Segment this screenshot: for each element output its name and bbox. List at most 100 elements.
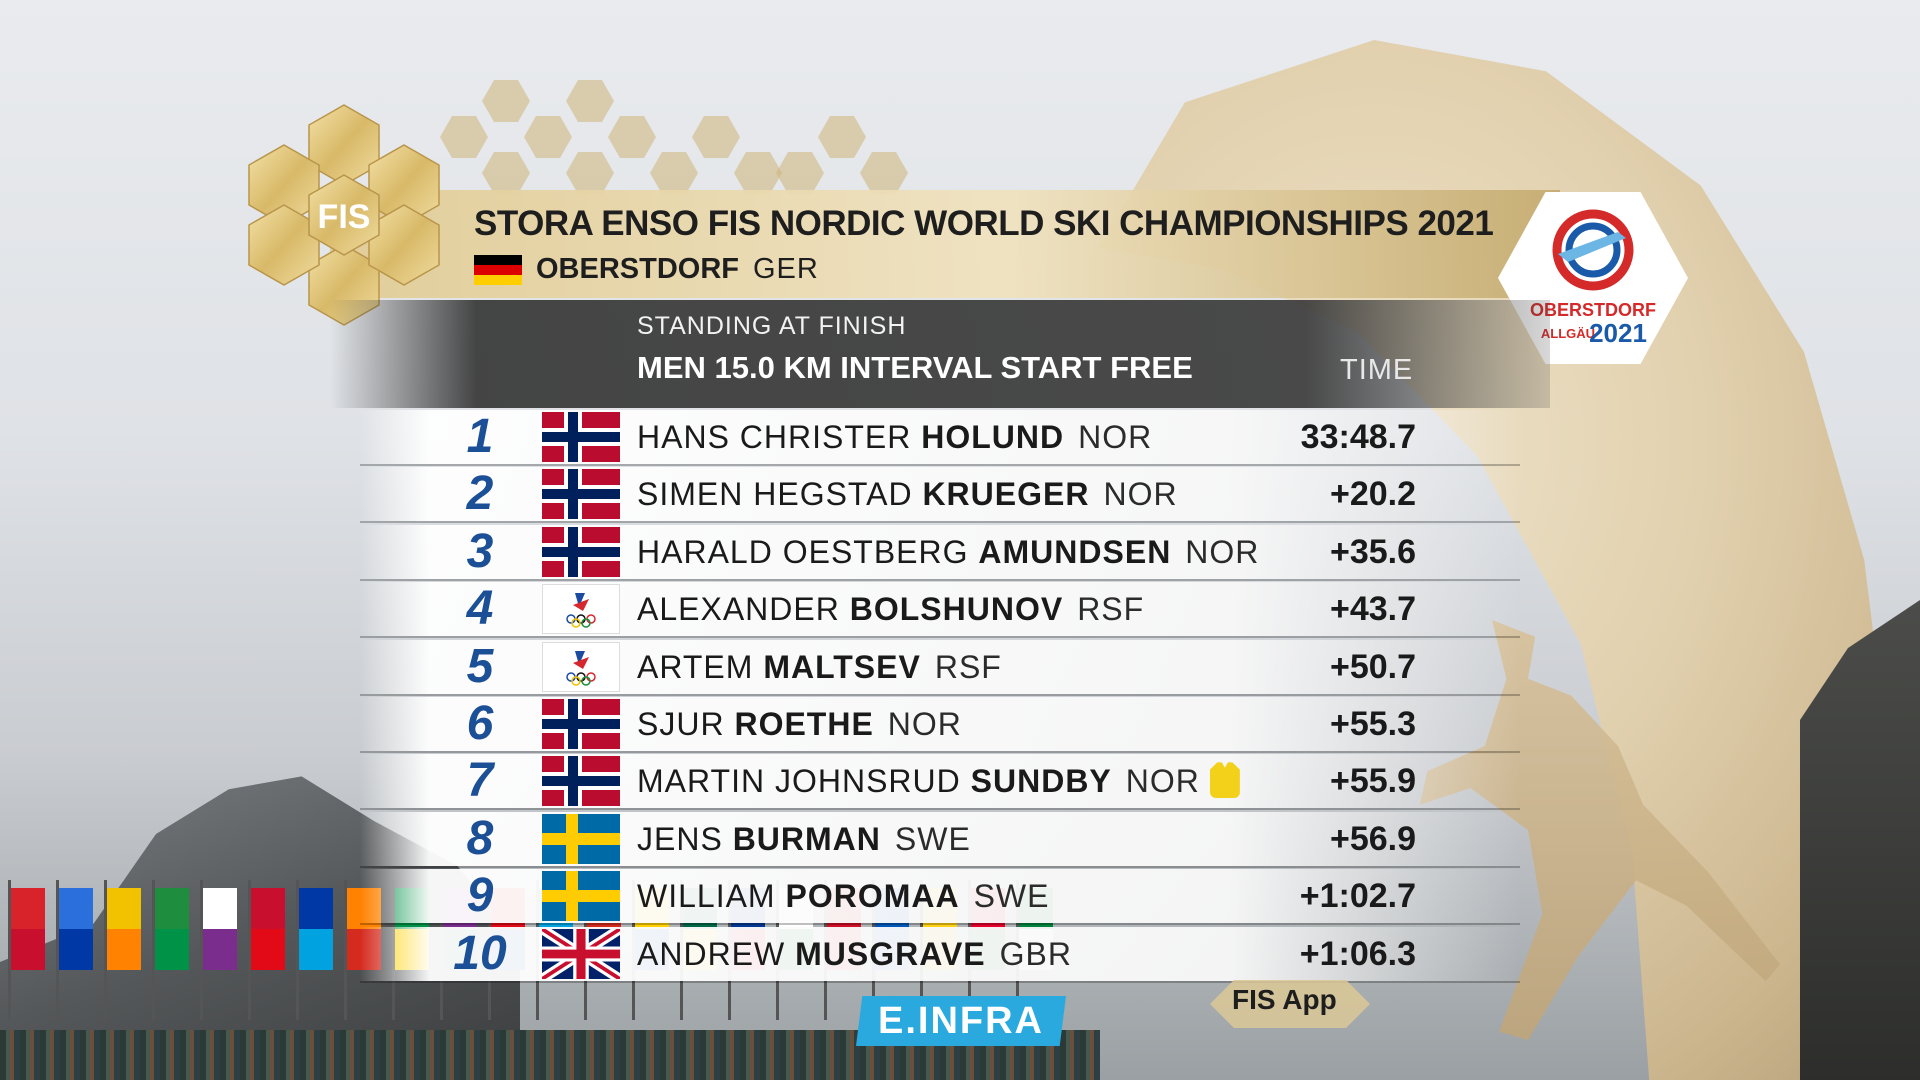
athlete-first-name: HANS CHRISTER [637,419,922,455]
athlete-nation: RSF [934,648,1002,685]
rank-number: 5 [466,639,494,693]
athlete-first-name: SJUR [637,706,735,742]
athlete-flag [542,813,620,864]
honeycomb-cell [608,116,656,158]
norway-flag-icon [542,412,620,462]
sweden-flag-icon [542,813,620,864]
rank-number: 1 [466,410,494,463]
flag-pole [248,880,251,1020]
rsf-flag-icon [542,584,620,635]
event-logo-graphic: OBERSTDORF ALLGÄU 2021 [1530,209,1656,348]
athlete-last-name: MUSGRAVE [795,935,986,972]
flag-pole [8,880,11,1020]
athlete-flag [542,928,620,979]
honeycomb-cell [650,152,698,194]
rank-number: 3 [466,524,494,578]
finish-time: +55.9 [1329,762,1416,801]
honeycomb-cell [524,116,572,158]
athlete-nation: NOR [1103,476,1178,513]
athlete-name: HANS CHRISTER HOLUND NOR [637,410,1152,464]
flag-pole [200,880,203,1020]
finish-time: 33:48.7 [1300,418,1416,456]
time-column-header: TIME [1340,354,1414,386]
athlete-last-name: KRUEGER [922,476,1090,513]
nation-flag [59,888,93,970]
uk-flag-icon [542,928,620,979]
athlete-last-name: SUNDBY [970,763,1112,800]
athlete-flag [542,871,620,922]
flag-pole [344,880,347,1020]
honeycomb-cell [860,152,908,194]
athlete-last-name: ROETHE [734,706,874,742]
athlete-first-name: MARTIN JOHNSRUD [637,763,971,800]
norway-flag-icon [542,469,620,520]
rank-number: 7 [466,754,494,808]
athlete-name: SJUR ROETHE NOR [637,697,962,751]
location-row: OBERSTDORF GER [474,253,819,286]
athlete-name: MARTIN JOHNSRUD SUNDBY NOR [637,754,1240,808]
athlete-first-name: JENS [637,820,733,857]
athlete-last-name: BURMAN [732,820,881,857]
athlete-nation: GBR [999,935,1072,972]
norway-flag-icon [542,756,620,807]
honeycomb-cell [482,152,530,194]
athlete-nation: NOR [1078,419,1153,455]
sponsor-logo: E.INFRA [856,996,1066,1046]
germany-flag-icon [474,254,522,285]
athlete-name: SIMEN HEGSTAD KRUEGER NOR [637,467,1178,521]
athlete-nation: NOR [1185,533,1260,570]
athlete-nation: SWE [973,878,1050,915]
sweden-flag-icon [542,871,620,922]
flag-pole [152,880,155,1020]
honeycomb-cell [692,116,740,158]
rank-number: 2 [466,467,494,521]
honeycomb-cell [776,152,824,194]
athlete-first-name: WILLIAM [637,878,786,915]
page-title: STORA ENSO FIS NORDIC WORLD SKI CHAMPION… [474,204,1494,243]
fis-app-badge [1210,980,1370,1028]
rank-number: 4 [466,582,494,636]
athlete-name: ARTEM MALTSEV RSF [637,640,1002,694]
honeycomb-cell [734,152,782,194]
athlete-flag [542,469,620,520]
athlete-first-name: ARTEM [637,648,764,685]
country-code: GER [753,253,819,285]
athlete-nation: SWE [894,820,971,857]
honeycomb-decoration [440,80,960,195]
finish-time: +43.7 [1329,590,1416,629]
athlete-flag [542,641,620,692]
finish-time: +35.6 [1329,532,1416,571]
rank-number: 8 [466,811,494,865]
fis-logo-text: FIS [318,198,371,236]
athlete-nation: RSF [1077,591,1145,628]
athlete-last-name: POROMAA [785,878,960,915]
athlete-last-name: AMUNDSEN [978,533,1172,570]
honeycomb-cell [566,80,614,122]
header-band [330,190,1560,298]
event-name: MEN 15.0 KM INTERVAL START FREE [637,350,1193,385]
finish-time: +55.3 [1329,705,1416,743]
athlete-name: ANDREW MUSGRAVE GBR [637,927,1072,981]
athlete-flag [542,412,620,462]
honeycomb-cell [566,152,614,194]
athlete-first-name: HARALD OESTBERG [637,533,979,570]
norway-flag-icon [542,699,620,749]
finish-time: +50.7 [1329,647,1416,686]
athlete-first-name: SIMEN HEGSTAD [637,476,923,513]
athlete-flag [542,526,620,577]
subheader-band [330,300,1550,408]
athlete-last-name: HOLUND [921,419,1065,455]
nation-flag [299,888,333,970]
athlete-name: ALEXANDER BOLSHUNOV RSF [637,582,1144,636]
nation-flag [155,888,189,970]
norway-flag-icon [542,526,620,577]
yellow-bib-icon [1209,762,1240,799]
athlete-name: HARALD OESTBERG AMUNDSEN NOR [637,525,1259,579]
athlete-first-name: ALEXANDER [637,591,850,628]
athlete-name: JENS BURMAN SWE [637,812,971,866]
athlete-flag [542,756,620,807]
finish-time: +1:06.3 [1299,934,1416,973]
honeycomb-cell [482,80,530,122]
rsf-flag-icon [542,641,620,692]
honeycomb-cell [440,116,488,158]
